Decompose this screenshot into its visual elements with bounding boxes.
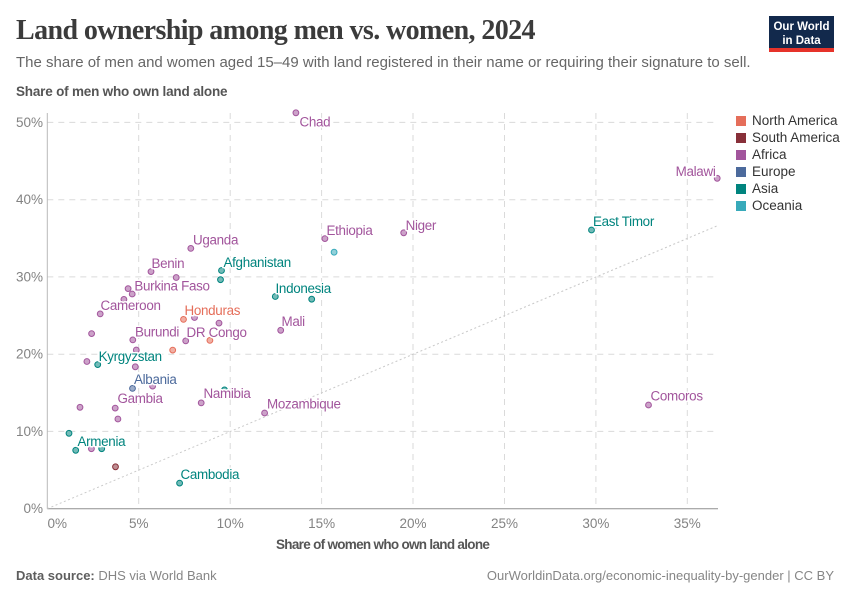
svg-text:Share of women who own land al: Share of women who own land alone <box>276 537 490 552</box>
svg-text:10%: 10% <box>16 424 43 439</box>
svg-text:Ethiopia: Ethiopia <box>327 223 374 238</box>
svg-text:30%: 30% <box>582 516 609 531</box>
svg-text:50%: 50% <box>16 115 43 130</box>
svg-text:40%: 40% <box>16 192 43 207</box>
svg-text:Gambia: Gambia <box>118 391 164 406</box>
svg-text:Armenia: Armenia <box>78 434 127 449</box>
svg-text:DR Congo: DR Congo <box>187 325 247 340</box>
svg-text:35%: 35% <box>674 516 701 531</box>
svg-text:20%: 20% <box>16 347 43 362</box>
svg-text:Honduras: Honduras <box>185 303 241 318</box>
svg-text:Mali: Mali <box>282 314 306 329</box>
svg-text:Indonesia: Indonesia <box>276 281 332 296</box>
svg-text:Burkina Faso: Burkina Faso <box>134 279 209 294</box>
svg-text:Mozambique: Mozambique <box>267 397 341 412</box>
svg-text:Niger: Niger <box>406 218 437 233</box>
svg-text:Cameroon: Cameroon <box>101 298 161 313</box>
svg-text:Malawi: Malawi <box>676 164 716 179</box>
svg-text:Albania: Albania <box>134 372 177 387</box>
svg-text:15%: 15% <box>308 516 335 531</box>
svg-text:Chad: Chad <box>300 115 331 130</box>
svg-text:Burundi: Burundi <box>135 325 179 340</box>
svg-text:25%: 25% <box>491 516 518 531</box>
svg-text:Cambodia: Cambodia <box>181 467 240 482</box>
svg-text:0%: 0% <box>48 516 68 531</box>
svg-text:Uganda: Uganda <box>193 233 239 248</box>
svg-text:30%: 30% <box>16 269 43 284</box>
svg-text:5%: 5% <box>129 516 149 531</box>
svg-text:Comoros: Comoros <box>651 389 704 404</box>
svg-text:0%: 0% <box>23 501 43 516</box>
svg-text:Benin: Benin <box>152 256 185 271</box>
svg-text:Afghanistan: Afghanistan <box>224 255 291 270</box>
svg-text:Namibia: Namibia <box>204 386 252 401</box>
svg-text:10%: 10% <box>217 516 244 531</box>
svg-text:20%: 20% <box>399 516 426 531</box>
svg-text:Kyrgyzstan: Kyrgyzstan <box>99 349 162 364</box>
svg-text:East Timor: East Timor <box>593 214 655 229</box>
